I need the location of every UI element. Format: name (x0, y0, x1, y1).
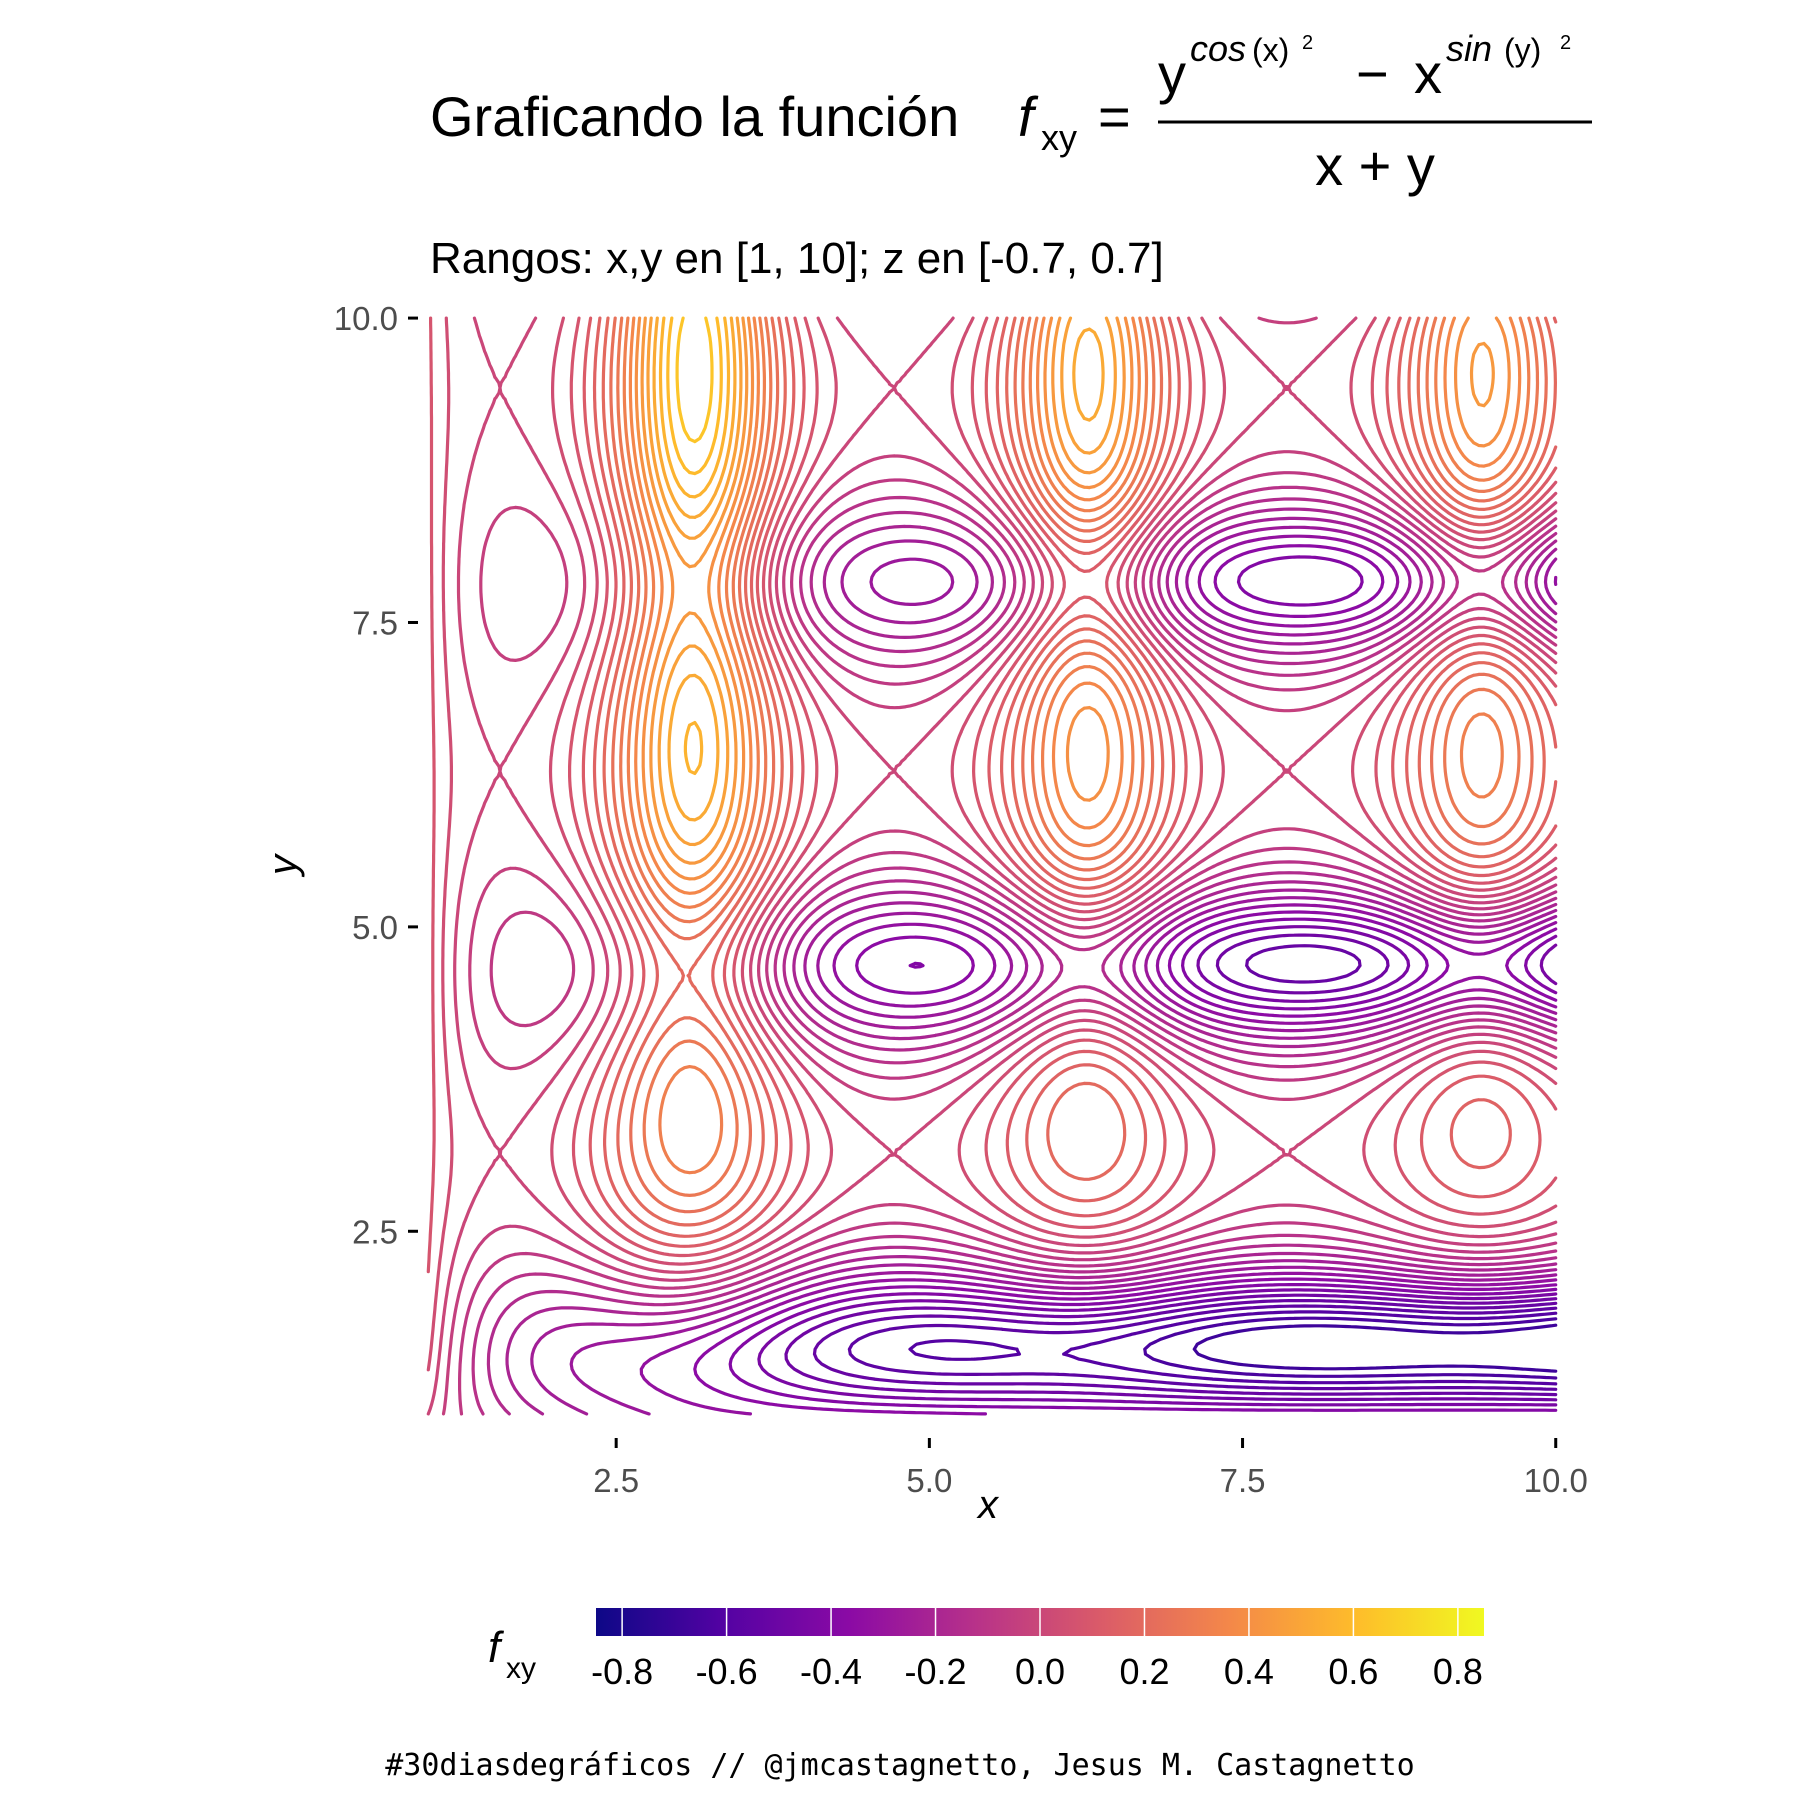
contour-level (505, 507, 1558, 1416)
x-tick-label: 7.5 (1220, 1462, 1266, 1499)
chart-title: Graficando la función f xy = y cos (x) 2… (430, 28, 1592, 197)
contour-level (569, 525, 1558, 1416)
contour-level (622, 316, 1531, 1175)
contour-level (1143, 1316, 1558, 1380)
svg-text:2: 2 (1560, 32, 1571, 54)
contour-level (486, 497, 1558, 1416)
contour-level (639, 534, 1558, 1416)
contour-level (646, 316, 1117, 847)
contour-level (634, 316, 1511, 881)
contour-level (640, 316, 1495, 865)
contour-level (601, 316, 1557, 1227)
contour-level (784, 933, 1558, 1402)
x-axis: 2.5 5.0 7.5 10.0 (593, 1438, 1588, 1499)
svg-text:−: − (1356, 42, 1389, 105)
svg-text:f: f (488, 1623, 505, 1672)
legend-title: f xy (488, 1623, 536, 1685)
colorbar-tick-label: 0.8 (1433, 1651, 1483, 1692)
x-tick-label: 2.5 (593, 1462, 639, 1499)
title-f: f (1018, 85, 1039, 148)
svg-text:2: 2 (1302, 32, 1313, 54)
contour-level (1192, 1323, 1558, 1373)
contour-level (426, 316, 1558, 1416)
y-tick-label: 10.0 (334, 300, 398, 337)
y-tick-label: 7.5 (352, 604, 398, 641)
svg-text:x: x (1414, 42, 1442, 105)
contour-level (666, 316, 723, 476)
contour-level (426, 316, 1558, 1274)
colorbar-tick-label: 0.6 (1328, 1651, 1378, 1692)
colorbar-tick-label: 0.0 (1015, 1651, 1065, 1692)
colorbar-tick-label: 0.4 (1224, 1651, 1274, 1692)
contour-level (908, 1310, 1558, 1386)
contour-level (812, 944, 1558, 1397)
chart-subtitle: Rangos: x,y en [1, 10]; z en [-0.7, 0.7] (430, 234, 1164, 283)
contour-level (426, 316, 1558, 1372)
svg-text:Graficando la función: Graficando la función (430, 85, 959, 148)
contour-level (616, 316, 1540, 1197)
x-tick-label: 10.0 (1524, 1462, 1588, 1499)
contour-level (675, 316, 714, 444)
title-equals: = (1098, 85, 1131, 148)
contour-level (441, 316, 1558, 1416)
colorbar-tick-label: -0.6 (696, 1651, 758, 1692)
contour-level (609, 316, 1548, 1214)
contour-level (658, 316, 731, 775)
svg-text:xy: xy (506, 1652, 536, 1685)
y-axis: 2.5 5.0 7.5 10.0 (334, 300, 418, 1250)
colorbar-tick-label: 0.2 (1119, 1651, 1169, 1692)
contour-level (757, 925, 1558, 1407)
y-tick-label: 2.5 (352, 1213, 398, 1250)
contour-level (530, 516, 1558, 1416)
contour-level (693, 544, 1558, 1416)
x-axis-title: x (976, 1483, 1000, 1527)
colorbar-tick-label: -0.2 (905, 1651, 967, 1692)
x-tick-label: 5.0 (906, 1462, 952, 1499)
contour-level (847, 1304, 1558, 1391)
contour-level (592, 316, 1558, 1238)
colorbar-ticks: -0.8 -0.6 -0.4 -0.2 0.0 0.2 0.4 0.6 0.8 (591, 1608, 1483, 1692)
svg-text:(x): (x) (1252, 32, 1289, 68)
colorbar-tick-label: -0.8 (591, 1651, 653, 1692)
svg-text:y: y (1158, 42, 1186, 105)
svg-text:sin: sin (1446, 28, 1492, 69)
title-f-subscript: xy (1041, 117, 1077, 158)
title-text: Graficando la función (430, 85, 959, 148)
y-tick-label: 5.0 (352, 909, 398, 946)
y-axis-title: y (261, 852, 305, 878)
contour-level (628, 316, 1522, 895)
contour-lines (426, 316, 1558, 1416)
contour-level (652, 316, 1105, 822)
contour-level (581, 316, 1558, 1248)
contour-level (728, 555, 1558, 1412)
contour-level (458, 471, 1558, 1416)
svg-text:cos: cos (1190, 28, 1246, 69)
title-denominator: x + y (1315, 134, 1435, 197)
colorbar-tick-label: -0.4 (800, 1651, 862, 1692)
caption: #30diasdegráficos // @jmcastagnetto, Jes… (385, 1748, 1415, 1783)
contour-level (471, 485, 1558, 1416)
svg-text:(y): (y) (1504, 32, 1541, 68)
title-numerator: y cos (x) 2 − x sin (y) 2 (1158, 28, 1571, 105)
